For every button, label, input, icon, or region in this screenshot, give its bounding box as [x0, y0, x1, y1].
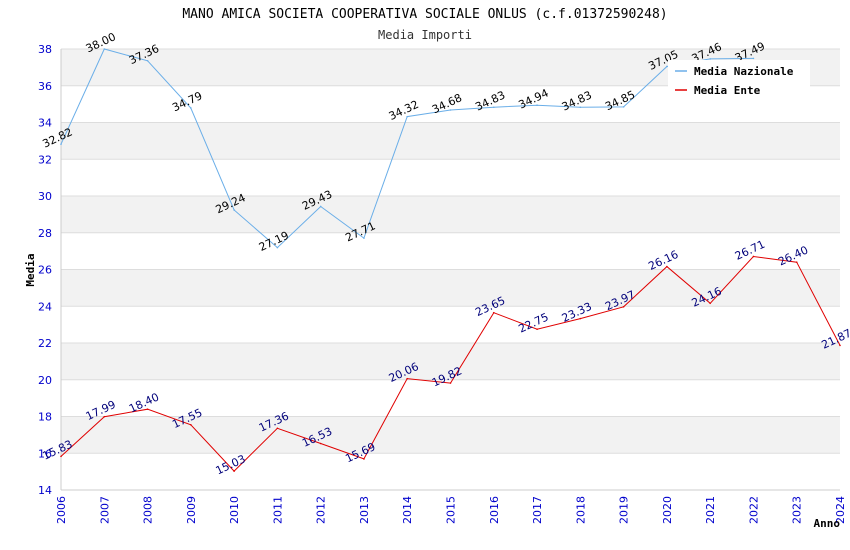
y-axis-label: Media: [24, 253, 37, 286]
x-tick-label: 2020: [661, 496, 674, 524]
y-tick-label: 30: [38, 190, 52, 203]
data-label: 26.40: [776, 243, 810, 268]
x-tick-label: 2008: [142, 496, 155, 524]
legend-label-ente: Media Ente: [694, 84, 761, 97]
data-label: 15.03: [214, 452, 248, 477]
data-point: [406, 377, 409, 380]
data-point: [319, 205, 322, 208]
x-tick-label: 2022: [747, 496, 760, 524]
chart-title: MANO AMICA SOCIETA COOPERATIVA SOCIALE O…: [182, 7, 667, 22]
data-point: [103, 415, 106, 418]
x-tick-label: 2012: [315, 496, 328, 524]
data-point: [363, 237, 365, 239]
x-axis-label: Anno: [814, 517, 841, 530]
data-label: 22.75: [517, 310, 551, 335]
data-point: [492, 311, 495, 314]
data-point: [449, 382, 452, 384]
grid-band: [61, 269, 840, 307]
grid-band: [61, 196, 840, 233]
data-point: [190, 423, 192, 426]
data-label: 34.32: [387, 98, 421, 123]
data-point: [752, 57, 755, 60]
x-tick-label: 2016: [488, 496, 501, 524]
y-axis-ticks: 14 16 18 20 22 24 26 28 30 32 34 36 38: [38, 43, 52, 497]
x-tick-label: 2010: [228, 496, 241, 524]
y-tick-label: 24: [38, 300, 52, 313]
y-tick-label: 32: [38, 153, 52, 166]
data-point: [622, 306, 625, 308]
data-point: [579, 106, 582, 109]
y-tick-label: 20: [38, 374, 52, 387]
data-point: [233, 470, 235, 472]
data-label: 34.83: [473, 89, 507, 114]
x-tick-label: 2023: [791, 496, 804, 524]
data-point: [579, 317, 582, 320]
x-axis-ticks: 2006 2007 2008 2009 2010 2011 2012 2013 2014 2015…: [55, 496, 847, 524]
data-label: 34.79: [170, 89, 204, 114]
y-tick-label: 28: [38, 227, 52, 240]
data-point: [536, 104, 538, 107]
x-tick-label: 2013: [358, 496, 371, 524]
x-tick-label: 2007: [98, 496, 111, 524]
x-tick-label: 2024: [834, 496, 847, 524]
grid-band: [61, 122, 840, 160]
data-point: [406, 115, 409, 118]
data-point: [795, 261, 798, 263]
data-point: [60, 143, 62, 145]
x-tick-label: 2006: [55, 496, 68, 524]
data-point: [666, 65, 668, 68]
x-tick-label: 2017: [531, 496, 544, 524]
data-point: [709, 302, 711, 305]
data-label: 34.94: [517, 87, 551, 112]
data-point: [276, 427, 279, 430]
data-label: 34.85: [603, 88, 637, 113]
grid-band: [61, 343, 840, 380]
data-point: [492, 106, 495, 109]
data-point: [319, 442, 322, 445]
data-label: 26.71: [733, 238, 767, 263]
y-tick-label: 22: [38, 337, 52, 350]
y-tick-label: 14: [38, 484, 52, 497]
data-point: [146, 408, 149, 410]
data-point: [103, 48, 106, 50]
grid-lines: [60, 48, 840, 491]
x-tick-label: 2015: [445, 496, 458, 524]
legend-box: [668, 60, 810, 101]
data-point: [363, 458, 365, 460]
data-point: [536, 328, 538, 331]
data-point: [709, 58, 711, 60]
x-tick-label: 2011: [271, 496, 284, 524]
y-tick-label: 36: [38, 80, 52, 93]
data-point: [449, 109, 452, 111]
grid-band: [61, 416, 840, 454]
x-tick-label: 2014: [401, 496, 414, 524]
data-label: 34.83: [560, 89, 594, 114]
data-label: 34.68: [430, 91, 464, 116]
y-tick-label: 16: [38, 447, 52, 460]
x-tick-label: 2021: [704, 496, 717, 524]
x-tick-label: 2009: [185, 496, 198, 524]
chart-subtitle: Media Importi: [378, 28, 472, 42]
series-lines: [60, 48, 841, 472]
data-point: [60, 455, 62, 458]
data-point: [146, 59, 149, 62]
data-point: [622, 106, 625, 108]
y-tick-label: 34: [38, 117, 52, 130]
data-point: [839, 344, 841, 347]
data-label: 15.83: [40, 438, 74, 463]
legend: Media Nazionale Media Ente: [668, 60, 810, 101]
x-tick-label: 2018: [574, 496, 587, 524]
y-tick-label: 26: [38, 264, 52, 277]
y-tick-label: 18: [38, 411, 52, 424]
y-tick-label: 38: [38, 43, 52, 56]
data-point: [233, 209, 235, 211]
data-point: [752, 255, 755, 258]
data-point: [190, 107, 192, 109]
data-point: [666, 265, 668, 268]
legend-label-nazionale: Media Nazionale: [694, 65, 794, 78]
data-point: [276, 246, 279, 249]
x-tick-label: 2019: [618, 496, 631, 524]
